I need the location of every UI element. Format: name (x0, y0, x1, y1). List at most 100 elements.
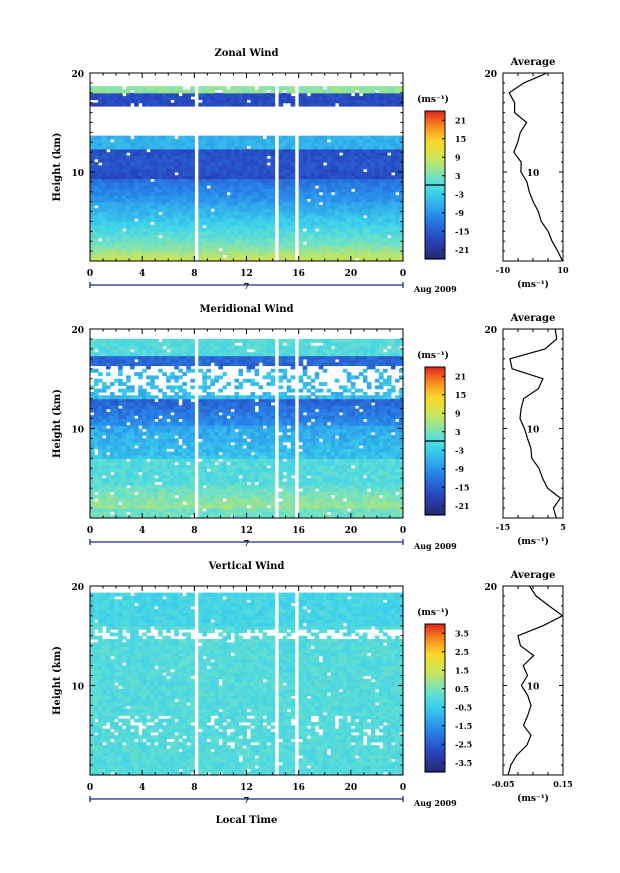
heatmap-cell (198, 165, 203, 170)
heatmap-cell (358, 145, 364, 150)
heatmap-cell (150, 382, 155, 386)
heatmap-cell (182, 468, 187, 473)
heatmap-cell (358, 148, 364, 153)
heatmap-cell (102, 418, 107, 423)
heatmap-cell (338, 237, 344, 242)
heatmap-cell (262, 181, 268, 186)
heatmap-cell (210, 148, 215, 153)
heatmap-cell (162, 484, 167, 489)
heatmap-cell (254, 178, 260, 183)
date-axis-end (89, 282, 404, 288)
heatmap-cell (186, 89, 191, 94)
heatmap-cell (286, 89, 292, 94)
heatmap-cell (278, 211, 284, 216)
heatmap-cell (222, 244, 228, 249)
heatmap-cell (110, 382, 115, 386)
heatmap-cell (210, 428, 215, 433)
profile-line (508, 72, 564, 262)
heatmap-cell (166, 378, 171, 383)
heatmap-cell (338, 135, 344, 140)
heatmap-cell (374, 142, 380, 147)
heatmap-cell (198, 484, 203, 489)
heatmap-cell (110, 148, 115, 153)
heatmap-cell (186, 228, 191, 232)
heatmap-cell (158, 251, 163, 256)
heatmap-cell (202, 345, 207, 350)
heatmap-cell (174, 138, 179, 143)
heatmap-cell (118, 96, 123, 100)
heatmap-cell (170, 348, 175, 353)
heatmap-cell (322, 237, 328, 242)
heatmap-cell (326, 171, 332, 176)
heatmap-cell (290, 99, 296, 104)
heatmap-cell (346, 224, 352, 229)
heatmap-cell (150, 504, 155, 509)
heatmap-cell (118, 488, 123, 493)
heatmap-cell (230, 162, 236, 166)
heatmap-cell (234, 257, 240, 262)
heatmap-cell (230, 145, 236, 150)
heatmap-cell (138, 247, 143, 252)
heatmap-cell (94, 89, 99, 94)
heatmap-cell (98, 362, 103, 367)
heatmap-cell (170, 408, 175, 413)
heatmap-cell (162, 405, 167, 410)
heatmap-cell (202, 231, 207, 236)
heatmap-cell (342, 188, 348, 193)
heatmap-cell (338, 221, 344, 226)
heatmap-cell (146, 211, 151, 216)
heatmap-cell (230, 198, 236, 203)
heatmap-cell (298, 145, 304, 150)
heatmap-cell (142, 99, 147, 104)
heatmap-cell (198, 488, 203, 493)
heatmap-cell (366, 142, 372, 147)
heatmap-cell (154, 221, 159, 226)
heatmap-cell (198, 181, 203, 186)
heatmap-cell (150, 201, 155, 206)
heatmap-cell (174, 481, 179, 486)
heatmap-cell (358, 86, 364, 91)
heatmap-cell (154, 348, 159, 353)
heatmap-cell (118, 218, 123, 223)
heatmap-cell (306, 257, 312, 262)
heatmap-cell (254, 247, 260, 252)
heatmap-cell (106, 181, 111, 186)
heatmap-cell (94, 411, 99, 416)
heatmap-cell (366, 191, 372, 196)
heatmap-cell (214, 435, 220, 440)
heatmap-cell (222, 211, 228, 216)
heatmap-cell (142, 191, 147, 196)
heatmap-cell (178, 461, 183, 466)
heatmap-cell (106, 135, 111, 140)
heatmap-cell (322, 198, 328, 203)
heatmap-cell (246, 214, 252, 219)
heatmap-cell (174, 86, 179, 91)
heatmap-cell (206, 338, 211, 343)
heatmap-cell (142, 142, 147, 147)
heatmap-cell (162, 471, 167, 476)
heatmap-cell (362, 99, 368, 104)
heatmap-cell (102, 244, 107, 249)
heatmap-cell (262, 102, 268, 107)
heatmap-cell (230, 175, 236, 180)
heatmap-cell (114, 191, 119, 196)
heatmap-cell (182, 198, 187, 203)
heatmap-cell (214, 211, 220, 216)
heatmap-cell (302, 247, 308, 252)
heatmap-cell (290, 181, 296, 186)
heatmap-cell (166, 488, 171, 493)
heatmap-cell (254, 251, 260, 256)
heatmap-cell (198, 468, 203, 473)
heatmap-cell (158, 514, 163, 519)
heatmap-cell (126, 398, 131, 403)
heatmap-cell (102, 247, 107, 252)
colorbar-swatch (425, 209, 445, 213)
heatmap-cell (154, 458, 159, 463)
heatmap-cell (238, 135, 244, 140)
heatmap-cell (238, 234, 244, 239)
colorbar-swatch (425, 130, 445, 134)
heatmap-cell (234, 224, 240, 229)
heatmap-cell (326, 234, 332, 239)
heatmap-cell (130, 92, 135, 97)
heatmap-cell (370, 99, 376, 104)
